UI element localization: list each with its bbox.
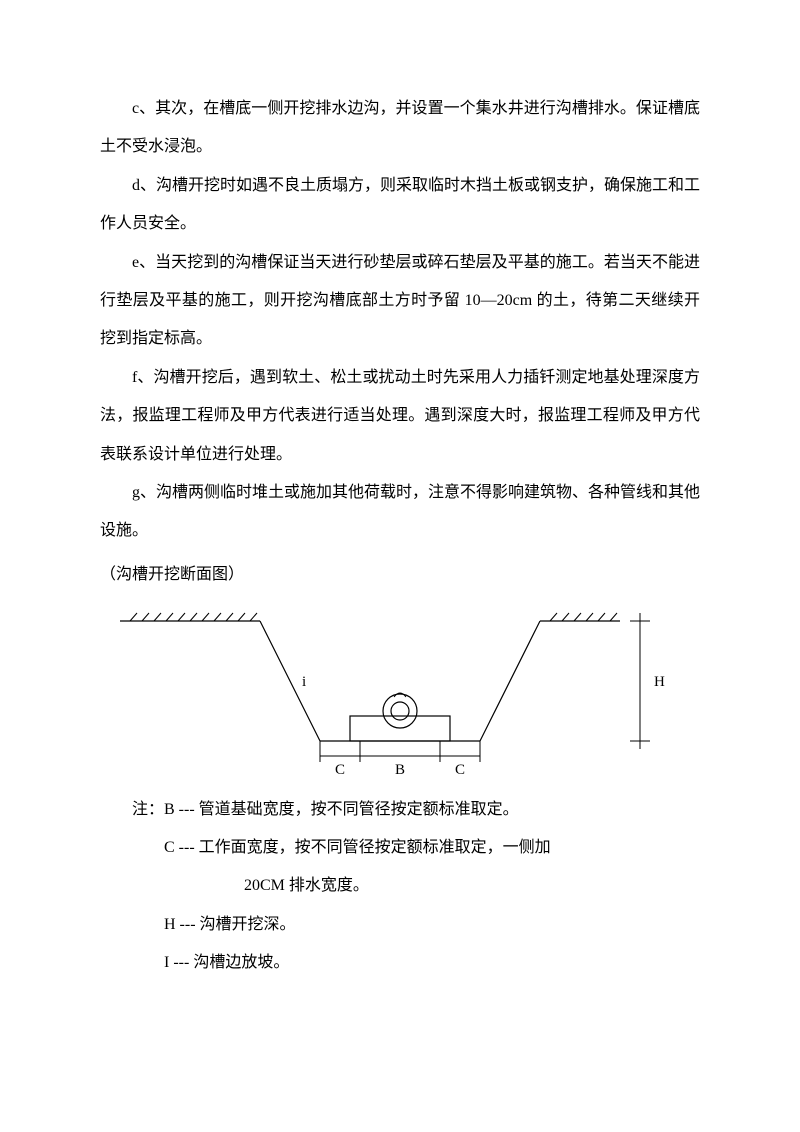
- svg-text:i: i: [302, 674, 306, 690]
- note-c: C --- 工作面宽度，按不同管径按定额标准取定，一侧加: [100, 829, 700, 867]
- diagram-block: （沟槽开挖断面图） i H C B C: [100, 559, 700, 791]
- paragraph-g: g、沟槽两侧临时堆土或施加其他荷载时，注意不得影响建筑物、各种管线和其他设施。: [100, 474, 700, 551]
- paragraph-f: f、沟槽开挖后，遇到软土、松土或扰动土时先采用人力插钎测定地基处理深度方法，报监…: [100, 359, 700, 474]
- note-i: I --- 沟槽边放坡。: [100, 944, 700, 982]
- svg-text:B: B: [395, 762, 405, 778]
- trench-cross-section-diagram: i H C B C: [100, 591, 700, 791]
- note-h: H --- 沟槽开挖深。: [100, 906, 700, 944]
- diagram-caption: （沟槽开挖断面图）: [100, 559, 700, 591]
- svg-text:H: H: [654, 674, 665, 690]
- paragraph-d: d、沟槽开挖时如遇不良土质塌方，则采取临时木挡土板或钢支护，确保施工和工作人员安…: [100, 167, 700, 244]
- note-c2: 20CM 排水宽度。: [100, 867, 700, 905]
- document-page: c、其次，在槽底一侧开挖排水边沟，并设置一个集水井进行沟槽排水。保证槽底土不受水…: [0, 0, 800, 1043]
- paragraph-c: c、其次，在槽底一侧开挖排水边沟，并设置一个集水井进行沟槽排水。保证槽底土不受水…: [100, 90, 700, 167]
- note-b: 注：B --- 管道基础宽度，按不同管径按定额标准取定。: [100, 791, 700, 829]
- paragraph-e: e、当天挖到的沟槽保证当天进行砂垫层或碎石垫层及平基的施工。若当天不能进行垫层及…: [100, 244, 700, 359]
- svg-text:C: C: [335, 762, 345, 778]
- svg-text:C: C: [455, 762, 465, 778]
